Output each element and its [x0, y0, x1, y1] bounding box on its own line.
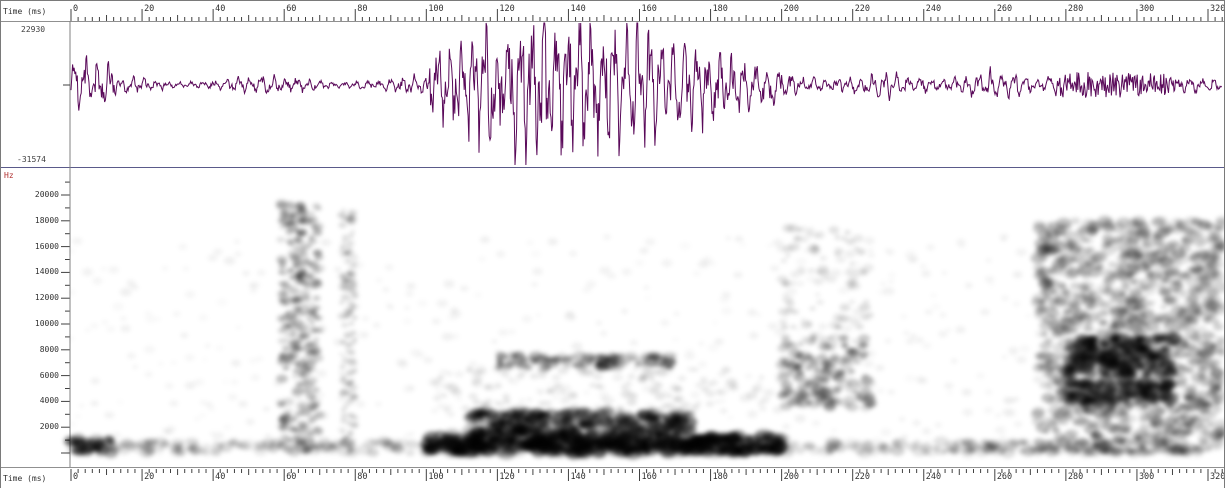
frequency-tick-label: 6000: [39, 370, 59, 380]
ruler-tick-label: 60: [286, 4, 296, 14]
ruler-tick-label: 100: [428, 472, 443, 482]
waveform-pane[interactable]: 22930 -31574: [1, 21, 1224, 168]
ruler-tick-label: 300: [1139, 4, 1154, 14]
ruler-tick-label: 60: [286, 472, 296, 482]
ruler-tick-label: 280: [1068, 4, 1083, 14]
ruler-tick-label: 260: [997, 4, 1012, 14]
frequency-tick-label: 4000: [39, 396, 59, 406]
ruler-tick-label: 200: [784, 472, 799, 482]
frequency-unit-label: Hz: [4, 171, 14, 180]
ruler-tick-label: 280: [1068, 472, 1083, 482]
ruler-tick-label: 220: [855, 4, 870, 14]
ruler-tick-label: 220: [855, 472, 870, 482]
time-ruler-ticks: 0 20 40 60 80 100 120 140 160 180 200 220 240 260 280 3…: [70, 4, 1224, 21]
ruler-tick-label: 300: [1139, 472, 1154, 482]
ruler-tick-label: 160: [642, 472, 657, 482]
frequency-tick-label: 16000: [34, 241, 59, 251]
ruler-tick-label: 260: [997, 472, 1012, 482]
frequency-tick-label: 18000: [34, 215, 59, 225]
ruler-tick-label: 240: [926, 4, 941, 14]
frequency-tick-label: 10000: [34, 319, 59, 328]
waveform-plot[interactable]: [1, 21, 1224, 167]
frequency-tick-label: 14000: [34, 267, 59, 277]
ruler-tick-label: 200: [784, 4, 799, 14]
ruler-tick-label: 120: [499, 4, 514, 14]
spectrogram-pane[interactable]: Hz 20000 18000 16000 14000 12000 10000 8000 600…: [1, 167, 1224, 467]
time-ruler-ticks: 0 20 40 60 80 100 120 140 160 180 200 220 240 260 280 3…: [70, 469, 1224, 482]
ruler-tick-label: 40: [215, 472, 225, 482]
ruler-tick-label: 320: [1210, 4, 1224, 14]
time-ruler-label: Time (ms): [3, 7, 47, 16]
frequency-tick-label: 2000: [39, 422, 59, 432]
ruler-tick-label: 80: [357, 4, 367, 14]
ruler-tick-label: 180: [713, 4, 728, 14]
time-ruler-bottom[interactable]: Time (ms) 0 20 40 60 80 100 120 140 160 180 200 220…: [1, 467, 1224, 488]
time-ruler-top[interactable]: Time (ms) 0 20 40 60 80 100 120 140 160 180 200 220…: [1, 1, 1224, 22]
ruler-tick-label: 240: [926, 472, 941, 482]
waveform-signal: [70, 22, 1223, 166]
ruler-tick-label: 140: [570, 472, 585, 482]
ruler-tick-label: 120: [499, 472, 514, 482]
ruler-tick-label: 140: [570, 4, 585, 14]
frequency-tick-label: 12000: [34, 293, 59, 303]
ruler-tick-label: 0: [73, 4, 78, 14]
ruler-tick-label: 20: [144, 4, 154, 14]
ruler-tick-label: 320: [1210, 472, 1224, 482]
frequency-tick-label: 8000: [39, 344, 59, 354]
ruler-tick-label: 160: [642, 4, 657, 14]
ruler-tick-label: 40: [215, 4, 225, 14]
ruler-tick-label: 180: [713, 472, 728, 482]
waveform-min-amplitude: -31574: [17, 155, 46, 164]
time-ruler-label: Time (ms): [3, 474, 47, 483]
ruler-tick-label: 0: [73, 472, 78, 482]
waveform-max-amplitude: 22930: [21, 25, 46, 34]
ruler-tick-label: 20: [144, 472, 154, 482]
ruler-tick-label: 80: [357, 472, 367, 482]
frequency-tick-label: 20000: [34, 190, 59, 199]
ruler-tick-label: 100: [428, 4, 443, 14]
spectrogram-energy: [63, 199, 1224, 460]
spectrogram-plot[interactable]: [1, 167, 1224, 467]
